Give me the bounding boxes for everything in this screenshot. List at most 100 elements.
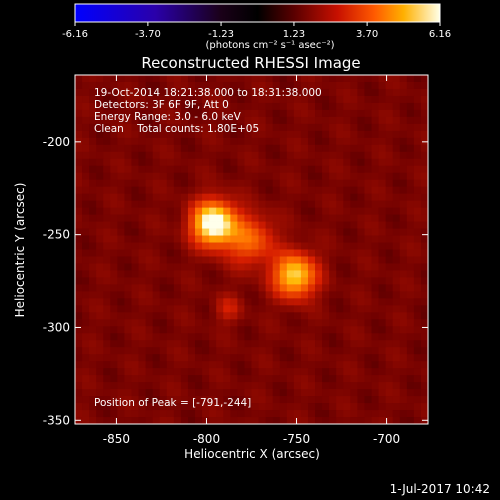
heatmap-pixel [230, 130, 238, 139]
heatmap-pixel [180, 221, 189, 229]
heatmap-pixel [209, 256, 217, 264]
heatmap-pixel [293, 256, 302, 264]
heatmap-pixel [322, 333, 330, 341]
heatmap-pixel [357, 347, 365, 355]
heatmap-pixel [131, 410, 139, 418]
heatmap-pixel [195, 193, 203, 202]
heatmap-pixel [272, 298, 281, 306]
heatmap-pixel [279, 214, 288, 222]
heatmap-pixel [293, 186, 302, 195]
heatmap-pixel [223, 340, 231, 348]
heatmap-pixel [392, 333, 401, 341]
heatmap-pixel [300, 151, 309, 160]
heatmap-pixel [117, 396, 125, 404]
heatmap-pixel [195, 151, 203, 160]
heatmap-pixel [272, 228, 281, 236]
heatmap-pixel [279, 144, 288, 153]
heatmap-pixel [420, 291, 429, 299]
heatmap-pixel [209, 263, 217, 271]
heatmap-pixel [413, 186, 422, 195]
heatmap-pixel [293, 403, 302, 411]
heatmap-pixel [195, 81, 203, 90]
heatmap-pixel [258, 361, 267, 369]
heatmap-pixel [195, 165, 203, 174]
heatmap-pixel [195, 277, 203, 285]
heatmap-pixel [82, 144, 90, 153]
heatmap-pixel [300, 214, 309, 222]
heatmap-pixel [343, 242, 351, 250]
heatmap-pixel [307, 88, 316, 97]
heatmap-pixel [216, 151, 224, 160]
heatmap-pixel [258, 130, 267, 139]
heatmap-pixel [173, 319, 182, 327]
heatmap-pixel [350, 312, 358, 320]
heatmap-pixel [237, 116, 245, 125]
heatmap-pixel [258, 410, 267, 418]
heatmap-pixel [96, 172, 104, 181]
heatmap-pixel [265, 417, 274, 425]
heatmap-pixel [350, 305, 358, 313]
heatmap-pixel [145, 305, 154, 313]
heatmap-pixel [329, 116, 337, 125]
heatmap-pixel [322, 137, 330, 146]
heatmap-pixel [195, 123, 203, 132]
heatmap-pixel [336, 347, 344, 355]
heatmap-pixel [138, 172, 146, 181]
heatmap-pixel [202, 75, 210, 83]
heatmap-pixel [89, 137, 97, 146]
y-axis-tick-label: -200 [43, 135, 70, 149]
heatmap-pixel [75, 249, 83, 257]
heatmap-pixel [279, 95, 288, 104]
colorbar-tick-label: -6.16 [62, 29, 88, 40]
heatmap-pixel [159, 326, 168, 334]
heatmap-pixel [399, 95, 408, 104]
heatmap-pixel [343, 270, 351, 278]
heatmap-pixel [244, 375, 252, 383]
heatmap-pixel [195, 319, 203, 327]
heatmap-pixel [89, 186, 97, 195]
heatmap-pixel [223, 270, 231, 278]
heatmap-pixel [117, 340, 125, 348]
heatmap-pixel [279, 186, 288, 195]
heatmap-pixel [293, 102, 302, 111]
heatmap-pixel [138, 75, 146, 83]
heatmap-pixel [399, 130, 408, 139]
heatmap-pixel [392, 95, 401, 104]
heatmap-pixel [315, 326, 323, 334]
heatmap-pixel [385, 130, 394, 139]
heatmap-pixel [117, 158, 125, 167]
heatmap-pixel [202, 389, 210, 397]
heatmap-pixel [329, 347, 337, 355]
heatmap-pixel [180, 396, 189, 404]
heatmap-pixel [350, 382, 358, 390]
heatmap-pixel [385, 109, 394, 118]
heatmap-pixel [159, 305, 168, 313]
heatmap-pixel [131, 116, 139, 125]
heatmap-pixel [293, 179, 302, 188]
heatmap-pixel [230, 403, 238, 411]
heatmap-pixel [371, 123, 379, 132]
heatmap-pixel [230, 228, 238, 236]
heatmap-pixel [258, 284, 267, 292]
heatmap-pixel [152, 284, 161, 292]
heatmap-pixel [223, 382, 231, 390]
heatmap-pixel [300, 200, 309, 209]
heatmap-pixel [258, 81, 267, 90]
heatmap-pixel [307, 256, 316, 264]
heatmap-pixel [258, 179, 267, 188]
heatmap-pixel [399, 144, 408, 153]
heatmap-pixel [96, 242, 104, 250]
heatmap-pixel [89, 403, 97, 411]
heatmap-pixel [413, 102, 422, 111]
heatmap-pixel [103, 354, 111, 362]
heatmap-pixel [244, 326, 252, 334]
heatmap-pixel [166, 158, 175, 167]
heatmap-pixel [103, 340, 111, 348]
heatmap-pixel [392, 305, 401, 313]
heatmap-pixel [350, 256, 358, 264]
heatmap-pixel [96, 200, 104, 209]
heatmap-pixel [385, 144, 394, 153]
heatmap-pixel [138, 193, 146, 202]
heatmap-pixel [244, 200, 252, 209]
